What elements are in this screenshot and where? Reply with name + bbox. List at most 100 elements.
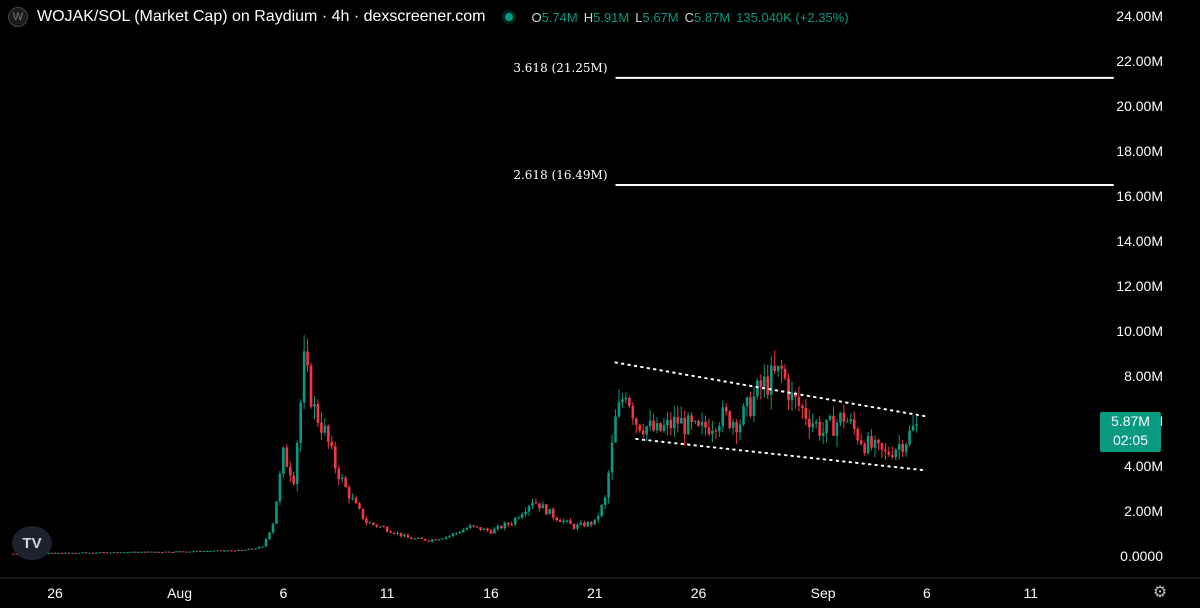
candle-body <box>385 527 389 532</box>
candle-body <box>852 419 856 430</box>
candle-body <box>64 552 67 554</box>
candle-body <box>423 538 427 541</box>
candle-body <box>496 525 500 529</box>
candle-body <box>102 552 105 554</box>
settings-gear-icon[interactable]: ⚙ <box>1152 584 1168 601</box>
candle-body <box>645 426 648 435</box>
candle-body <box>389 531 392 533</box>
candle-body <box>174 551 178 553</box>
candle-body <box>679 417 683 424</box>
x-tick-label: 16 <box>483 585 499 601</box>
candle-body <box>378 526 382 528</box>
candle-body <box>731 422 735 429</box>
fib-level-label: 2.618 (16.49M) <box>513 168 607 182</box>
candle-body <box>430 539 434 542</box>
candle-body <box>832 415 835 436</box>
candle-body <box>448 535 451 537</box>
candle-body <box>195 550 199 552</box>
x-tick-label: 6 <box>279 585 287 601</box>
candle-body <box>323 425 327 433</box>
candle-body <box>752 396 756 416</box>
y-tick-label: 20.00M <box>1116 98 1163 114</box>
candle-body <box>264 539 268 547</box>
candle-body <box>74 552 78 554</box>
candle-body <box>122 552 126 554</box>
candle-body <box>71 552 74 554</box>
trendline <box>614 361 928 418</box>
candle-body <box>178 551 181 553</box>
tradingview-logo-icon[interactable]: TV <box>12 526 52 560</box>
candle-body <box>420 537 424 539</box>
x-tick-label: 11 <box>1023 585 1038 601</box>
candle-body <box>783 368 787 379</box>
candle-body <box>278 473 282 502</box>
candle-body <box>821 432 825 437</box>
candle-body <box>306 351 309 366</box>
x-tick-label: 11 <box>380 585 395 601</box>
candle-body <box>911 425 915 431</box>
candle-body <box>302 351 306 403</box>
candle-body <box>133 551 136 553</box>
token-logo-icon: W <box>8 7 28 27</box>
x-tick-label: 6 <box>923 585 931 601</box>
candle-body <box>894 449 898 458</box>
candle-body <box>572 523 576 529</box>
candle-body <box>700 421 704 426</box>
y-tick-label: 18.00M <box>1116 143 1163 159</box>
candle-body <box>330 441 334 447</box>
candle-body <box>368 522 372 524</box>
y-tick-label: 12.00M <box>1116 278 1163 294</box>
candle-body <box>112 552 116 554</box>
candle-body <box>908 430 911 445</box>
candle-body <box>115 552 119 554</box>
time-axis[interactable]: 26 Aug 6 11 16 21 26 Sep 6 11 <box>47 585 1038 601</box>
candle-body <box>150 551 154 553</box>
candle-body <box>707 427 711 434</box>
candle-body <box>254 548 257 550</box>
candle-body <box>185 551 188 553</box>
candle-body <box>686 415 690 435</box>
candle-body <box>375 524 379 527</box>
candle-body <box>486 528 489 531</box>
candle-body <box>202 551 206 553</box>
candle-body <box>441 538 444 540</box>
candle-body <box>839 412 842 423</box>
candle-body <box>98 552 102 554</box>
candle-body <box>655 423 659 431</box>
candle-body <box>223 550 226 552</box>
y-tick-label: 2.00M <box>1124 503 1163 519</box>
candle-body <box>897 443 901 450</box>
candle-body <box>634 418 638 425</box>
candle-body <box>631 405 635 419</box>
candle-body <box>576 524 579 529</box>
candle-body <box>268 532 271 540</box>
candle-body <box>884 449 887 452</box>
candle-body <box>417 537 420 539</box>
chart-title: WOJAK/SOL (Market Cap) on Raydium · 4h ·… <box>37 8 486 25</box>
candle-body <box>372 522 375 525</box>
candle-body <box>787 378 790 401</box>
candle-body <box>399 532 403 537</box>
candle-body <box>801 405 804 408</box>
candle-body <box>624 397 628 400</box>
candle-body <box>392 532 396 534</box>
candle-body <box>828 415 832 420</box>
y-tick-label: 0.0000 <box>1120 548 1163 564</box>
candle-body <box>275 501 278 524</box>
candle-body <box>693 420 697 422</box>
candle-body <box>160 552 164 554</box>
candle-body <box>88 552 91 554</box>
candle-body <box>690 415 693 422</box>
candle-body <box>648 420 652 427</box>
candle-body <box>738 424 742 433</box>
y-tick-label: 14.00M <box>1116 233 1163 249</box>
candle-body <box>468 525 472 529</box>
candle-body <box>811 423 815 428</box>
market-open-status-icon <box>505 13 514 21</box>
candle-body <box>510 524 514 526</box>
candle-body <box>724 407 728 412</box>
candle-body <box>880 443 884 450</box>
candle-body <box>171 551 174 553</box>
last-price-tag: 5.87M 02:05 <box>1100 412 1161 452</box>
